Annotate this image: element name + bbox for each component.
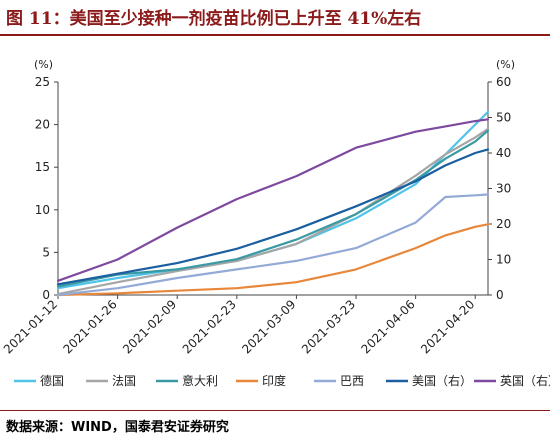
series-line [56,148,490,286]
x-tick-label: 2021-03-23 [299,297,358,356]
data-source: 数据来源：WIND，国泰君安证券研究 [6,420,229,435]
series-line [56,193,490,297]
chart-title: 图 11：美国至少接种一剂疫苗比例已上升至 41%左右 [6,9,422,29]
left-tick-label: 10 [35,203,50,217]
left-tick-label: 20 [35,118,50,132]
right-tick-label: 60 [496,75,511,89]
source-rule [0,410,550,411]
x-tick-label: 2021-04-20 [418,297,477,356]
title-rule [0,34,550,36]
legend-label: 美国（右） [412,373,472,388]
right-tick-label: 40 [496,146,511,160]
x-tick-label: 2021-03-09 [239,297,298,356]
right-tick-label: 0 [496,288,504,302]
right-axis-unit: (%) [496,58,515,71]
left-tick-label: 25 [35,75,50,89]
legend-label: 巴西 [340,374,364,388]
series-line [56,118,490,282]
x-tick-label: 2021-04-06 [359,297,418,356]
left-tick-label: 15 [35,160,50,174]
legend-label: 意大利 [182,373,218,388]
legend-label: 印度 [262,373,286,388]
series-line [56,127,490,296]
series-line [56,110,490,290]
legend-label: 英国（右） [500,373,550,388]
x-tick-label: 2021-02-23 [180,297,239,356]
right-tick-label: 50 [496,111,511,125]
x-tick-label: 2021-01-26 [61,297,120,356]
legend-label: 德国 [40,373,64,388]
left-tick-label: 5 [42,245,50,259]
x-tick-label: 2021-01-12 [1,297,60,356]
x-tick-label: 2021-02-09 [120,297,179,356]
left-tick-label: 0 [42,288,50,302]
series-line [56,223,490,297]
series-line [56,129,490,288]
left-axis-unit: (%) [34,58,53,71]
right-tick-label: 20 [496,217,511,231]
right-tick-label: 30 [496,182,511,196]
right-tick-label: 10 [496,253,511,267]
legend-label: 法国 [112,374,136,388]
